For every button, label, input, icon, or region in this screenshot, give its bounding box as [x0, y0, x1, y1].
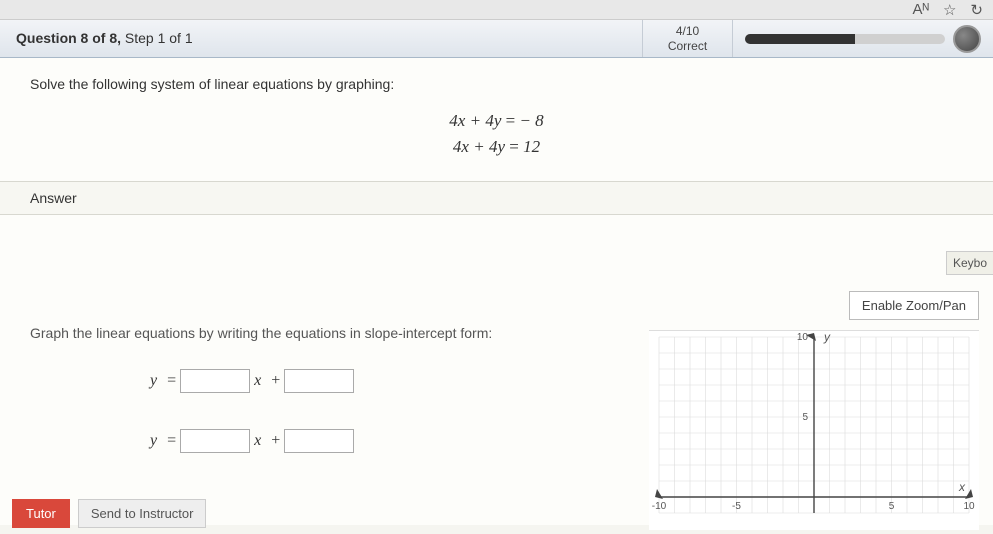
answer-section-header: Answer [0, 181, 993, 215]
progress-area [733, 20, 993, 57]
score-label: Correct [643, 39, 732, 53]
browser-toolbar: Aᴺ ☆ ↻ [0, 0, 993, 20]
y-label: y [150, 432, 157, 450]
y-label: y [150, 372, 157, 390]
slope-input-2[interactable] [180, 429, 250, 453]
equation-2: 4x + 4y = 12 [30, 134, 963, 160]
enable-zoom-button[interactable]: Enable Zoom/Pan [849, 291, 979, 320]
intercept-input-2[interactable] [284, 429, 354, 453]
equation-input-2: y = x + [150, 429, 590, 453]
svg-text:10: 10 [797, 332, 809, 343]
slope-input-1[interactable] [180, 369, 250, 393]
avatar[interactable] [953, 25, 981, 53]
question-number: Question 8 of 8, [16, 30, 121, 46]
main-content: Question 8 of 8, Step 1 of 1 4/10 Correc… [0, 20, 993, 525]
input-column: Graph the linear equations by writing th… [30, 235, 590, 453]
step-label: Step 1 of 1 [125, 30, 193, 46]
progress-fill [745, 34, 855, 44]
equation-1: 4x + 4y = − 8 [30, 108, 963, 134]
svg-text:5: 5 [802, 412, 808, 423]
question-header: Question 8 of 8, Step 1 of 1 4/10 Correc… [0, 20, 993, 58]
equation-system: 4x + 4y = − 8 4x + 4y = 12 [30, 108, 963, 159]
send-to-instructor-button[interactable]: Send to Instructor [78, 499, 207, 528]
bottom-bar: Tutor Send to Instructor [0, 493, 993, 534]
question-prompt: Solve the following system of linear equ… [30, 76, 963, 92]
progress-bar [745, 34, 945, 44]
favorite-icon[interactable]: ☆ [943, 1, 956, 19]
svg-text:x: x [958, 480, 966, 494]
keyboard-hint[interactable]: Keybo [946, 251, 993, 275]
answer-body: Keybo Enable Zoom/Pan Graph the linear e… [0, 215, 993, 525]
score-fraction: 4/10 [643, 24, 732, 38]
slope-intercept-instruction: Graph the linear equations by writing th… [30, 325, 590, 341]
refresh-icon[interactable]: ↻ [970, 1, 983, 19]
question-title: Question 8 of 8, Step 1 of 1 [0, 20, 643, 57]
svg-text:y: y [823, 331, 831, 344]
readaloud-icon[interactable]: Aᴺ [913, 1, 929, 18]
score-box: 4/10 Correct [643, 20, 733, 57]
question-body: Solve the following system of linear equ… [0, 58, 993, 181]
equation-input-1: y = x + [150, 369, 590, 393]
intercept-input-1[interactable] [284, 369, 354, 393]
tutor-button[interactable]: Tutor [12, 499, 70, 528]
